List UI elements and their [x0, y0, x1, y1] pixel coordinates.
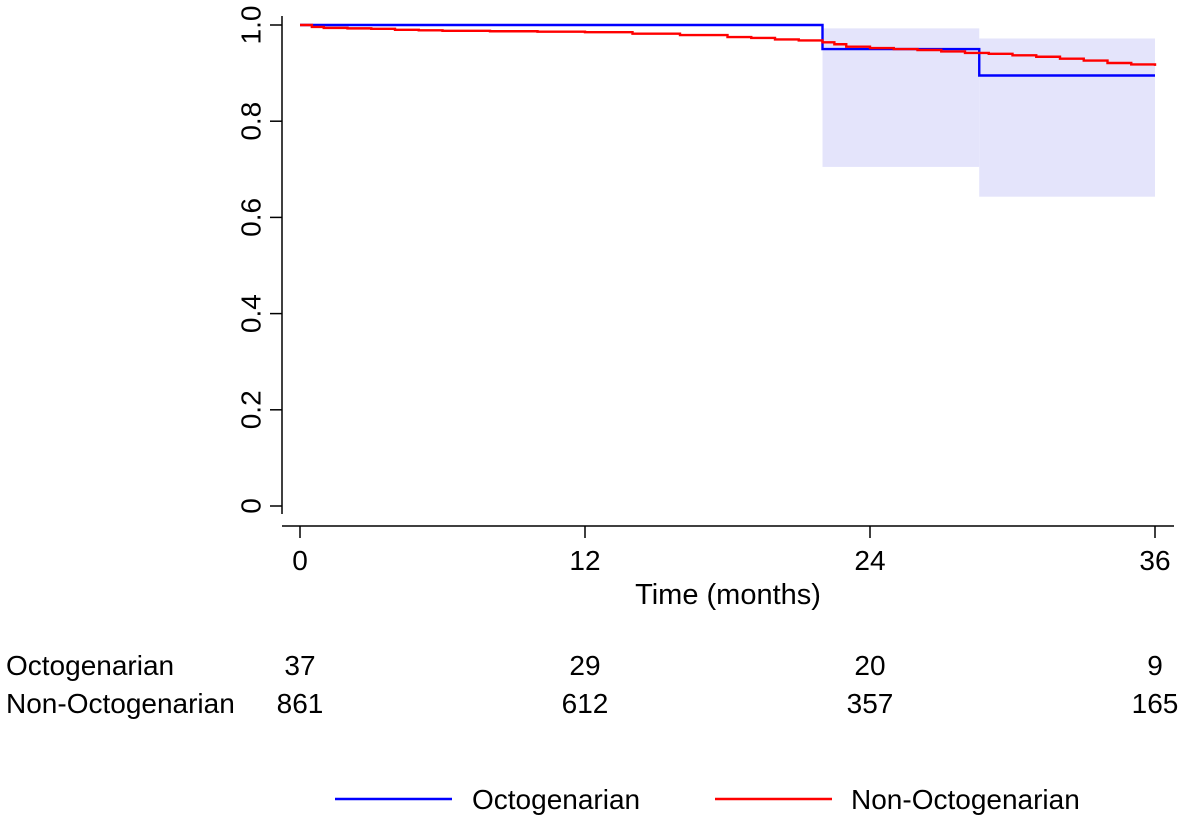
y-tick-label: 0.8: [236, 102, 267, 141]
x-tick-label: 12: [569, 545, 600, 576]
risk-count: 37: [284, 650, 315, 681]
y-ticks: 0 0.2 0.4 0.6 0.8 1.0: [236, 6, 282, 514]
y-tick-label: 1.0: [236, 6, 267, 45]
risk-count: 20: [854, 650, 885, 681]
km-curve-non-octogenarian: [300, 23, 1157, 66]
y-tick-label: 0.2: [236, 390, 267, 429]
legend-label: Octogenarian: [472, 784, 640, 815]
risk-count: 357: [847, 688, 894, 719]
x-axis-label: Time (months): [635, 579, 821, 611]
series-lines: [300, 23, 1157, 77]
risk-table: Octogenarian 37 29 20 9 Non-Octogenarian 861 61…: [6, 650, 1178, 719]
ci-band-segment: [979, 38, 1155, 197]
risk-count: 29: [569, 650, 600, 681]
risk-count: 165: [1132, 688, 1179, 719]
risk-count: 9: [1147, 650, 1163, 681]
y-tick-label: 0: [236, 498, 267, 514]
x-tick-label: 24: [854, 545, 885, 576]
y-tick-label: 0.6: [236, 198, 267, 237]
legend: Octogenarian Non-Octogenarian: [335, 784, 1080, 815]
risk-row-label: Octogenarian: [6, 650, 174, 681]
risk-row-label: Non-Octogenarian: [6, 688, 235, 719]
axes: [281, 16, 1174, 527]
x-tick-label: 0: [292, 545, 308, 576]
y-tick-label: 0.4: [236, 294, 267, 333]
x-ticks: 0 12 24 36: [292, 526, 1171, 576]
x-tick-label: 36: [1139, 545, 1170, 576]
risk-count: 612: [562, 688, 609, 719]
legend-label: Non-Octogenarian: [851, 784, 1080, 815]
risk-count: 861: [277, 688, 324, 719]
